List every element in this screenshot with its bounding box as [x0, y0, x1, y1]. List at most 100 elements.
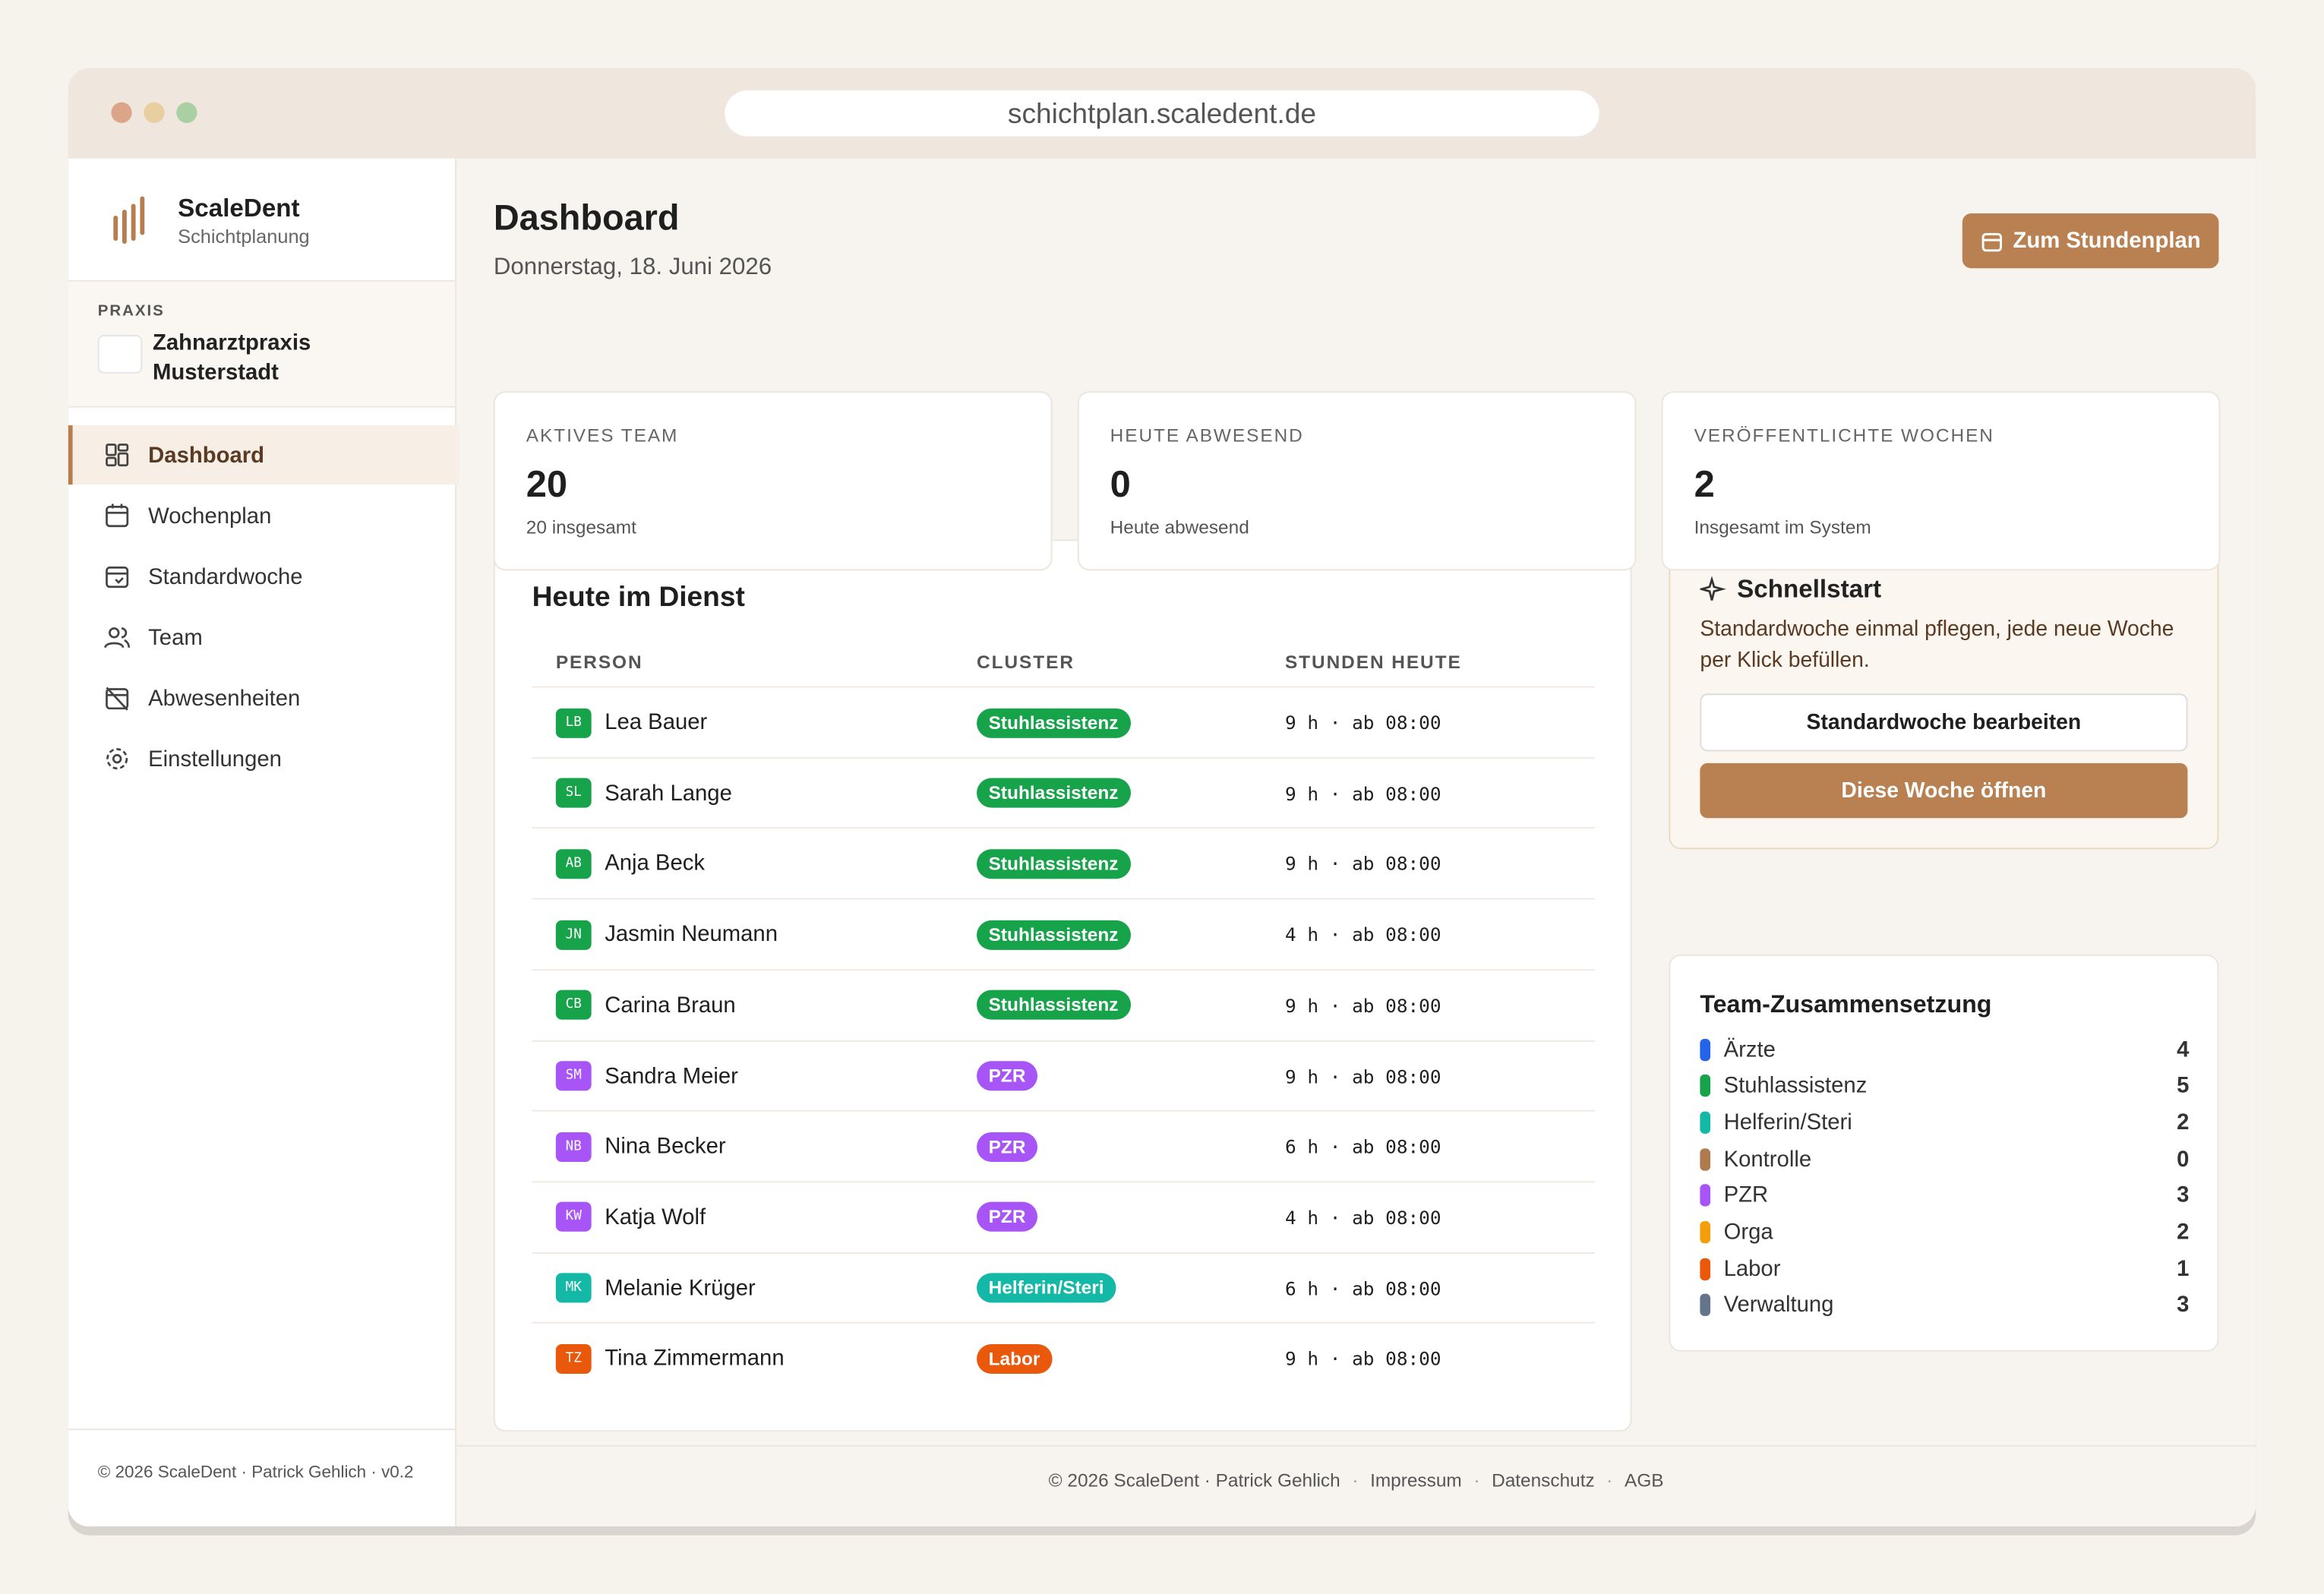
stat-card: HEUTE ABWESEND 0 Heute abwesend	[1077, 391, 1637, 571]
nav-item[interactable]: Team	[68, 608, 455, 667]
dot	[144, 102, 165, 123]
footer-link[interactable]: Impressum	[1370, 1469, 1462, 1491]
title-bar: schichtplan.scaledent.de	[68, 68, 2256, 159]
hours: 9 h · ab 08:00	[1284, 1065, 1441, 1087]
praxis-name[interactable]: Zahnarztpraxis Musterstadt	[153, 330, 311, 386]
composition-row: Ärzte 4	[1700, 1031, 2189, 1067]
initials: AB	[555, 848, 592, 879]
nav-item[interactable]: Dashboard	[68, 425, 459, 485]
composition-name: Labor	[1723, 1256, 1781, 1282]
footer-link: © 2026 ScaleDent · Patrick Gehlich	[1048, 1469, 1340, 1491]
primary-button[interactable]: Zum Stundenplan	[1962, 213, 2219, 269]
url-bar[interactable]: schichtplan.scaledent.de	[725, 90, 1599, 137]
stat-sub: Insgesamt im System	[1694, 517, 1871, 538]
nav-item[interactable]: Wochenplan	[68, 486, 455, 545]
table-row: SM Sandra Meier PZR 9 h · ab 08:00	[532, 1039, 1595, 1111]
composition-row: Orga 2	[1700, 1214, 2189, 1250]
main: Dashboard Donnerstag, 18. Juni 2026 Zum …	[456, 159, 2256, 1526]
hours: 9 h · ab 08:00	[1284, 852, 1441, 876]
composition-count: 5	[2177, 1073, 2190, 1099]
stat-label: VERÖFFENTLICHTE WOCHEN	[1694, 425, 1994, 447]
composition-name: Orga	[1723, 1220, 1773, 1245]
nav-icon	[106, 748, 128, 770]
composition-count: 1	[2177, 1256, 2190, 1282]
table-row: TZ Tina Zimmermann Labor 9 h · ab 08:00	[532, 1322, 1595, 1394]
table-title: Heute im Dienst	[532, 582, 745, 614]
hours: 6 h · ab 08:00	[1284, 1135, 1441, 1158]
button-label: Zum Stundenplan	[2013, 228, 2201, 254]
praxis-logo	[97, 335, 143, 374]
stat-sub: 20 insgesamt	[526, 517, 636, 538]
composition-count: 4	[2177, 1037, 2190, 1062]
composition-name: PZR	[1723, 1182, 1769, 1209]
person-name: Lea Bauer	[605, 709, 708, 735]
cluster-badge: Stuhlassistenz	[977, 778, 1131, 808]
stat-card: AKTIVES TEAM 20 20 insgesamt	[493, 391, 1053, 571]
composition-row: Kontrolle 0	[1700, 1141, 2189, 1177]
cluster-badge: PZR	[977, 1202, 1038, 1233]
brand: ScaleDent	[178, 194, 300, 223]
nav-item[interactable]: Standardwoche	[68, 547, 455, 606]
composition-row: Stuhlassistenz 5	[1700, 1068, 2189, 1103]
nav-icon	[104, 627, 131, 649]
logo	[113, 196, 145, 245]
composition-name: Ärzte	[1723, 1037, 1776, 1062]
composition-row: Verwaltung 3	[1700, 1288, 2189, 1324]
stat-value: 2	[1694, 463, 1715, 506]
initials: MK	[555, 1273, 592, 1303]
cluster-badge: Helferin/Steri	[977, 1273, 1116, 1303]
initials: CB	[555, 990, 592, 1021]
stat-sub: Heute abwesend	[1110, 517, 1249, 538]
hours: 9 h · ab 08:00	[1284, 781, 1441, 805]
calendar-icon	[1981, 232, 2003, 251]
separator: ·	[1473, 1469, 1480, 1491]
table-row: CB Carina Braun Stuhlassistenz 9 h · ab 08:…	[532, 968, 1595, 1040]
secondary-button[interactable]: Standardwoche bearbeiten	[1700, 693, 2188, 752]
table-row: MK Melanie Krüger Helferin/Steri 6 h · ab 0…	[532, 1252, 1595, 1323]
footer-link[interactable]: Datenschutz	[1492, 1469, 1595, 1491]
footer-link[interactable]: AGB	[1625, 1469, 1664, 1491]
initials: LB	[555, 707, 592, 737]
composition-row: Helferin/Steri 2	[1700, 1105, 2189, 1141]
hours: 4 h · ab 08:00	[1284, 923, 1441, 946]
table-card: Heute im Dienst PERSON CLUSTER STUNDEN HEU…	[493, 539, 1632, 1432]
table-row: KW Katja Wolf PZR 4 h · ab 08:00	[532, 1181, 1595, 1252]
dot	[111, 102, 132, 123]
sidebar-footer: © 2026 ScaleDent · Patrick Gehlich · v0.…	[68, 1428, 456, 1526]
stat-card: VERÖFFENTLICHTE WOCHEN 2 Insgesamt im Syst…	[1661, 391, 2221, 571]
nav-icon	[106, 443, 129, 467]
composition-count: 2	[2177, 1220, 2190, 1245]
nav-icon	[106, 503, 129, 528]
nav-label: Einstellungen	[148, 746, 282, 772]
table-row: JN Jasmin Neumann Stuhlassistenz 4 h · ab 0…	[532, 898, 1595, 970]
nav-label: Team	[148, 624, 203, 650]
initials: KW	[555, 1202, 592, 1233]
table-row: AB Anja Beck Stuhlassistenz 9 h · ab 08:00	[532, 827, 1595, 899]
person-name: Nina Becker	[605, 1134, 726, 1160]
composition-name: Helferin/Steri	[1723, 1109, 1852, 1135]
composition-name: Verwaltung	[1723, 1293, 1834, 1318]
footer-divider	[456, 1444, 2256, 1447]
cluster-badge: PZR	[977, 1132, 1038, 1162]
cluster-badge: Stuhlassistenz	[977, 990, 1131, 1021]
sidebar-footer-text: © 2026 ScaleDent · Patrick Gehlich · v0.…	[97, 1464, 414, 1482]
swatch	[1700, 1038, 1711, 1061]
page-date: Donnerstag, 18. Juni 2026	[493, 254, 772, 280]
person-name: Anja Beck	[605, 851, 706, 877]
hours: 9 h · ab 08:00	[1284, 994, 1441, 1017]
browser-window: schichtplan.scaledent.de ScaleDent Schic…	[68, 68, 2256, 1527]
quickstart-card: Schnellstart Standardwoche einmal pflege…	[1669, 539, 2219, 850]
hours: 9 h · ab 08:00	[1284, 711, 1441, 734]
initials: TZ	[555, 1343, 592, 1374]
primary-button[interactable]: Diese Woche öffnen	[1700, 763, 2188, 819]
column-header: STUNDEN HEUTE	[1284, 652, 1462, 673]
cluster-badge: Stuhlassistenz	[977, 707, 1131, 737]
nav-item[interactable]: Einstellungen	[68, 729, 455, 788]
column-header: CLUSTER	[977, 652, 1075, 673]
nav-item[interactable]: Abwesenheiten	[68, 668, 455, 728]
person-name: Melanie Krüger	[605, 1275, 756, 1301]
composition-count: 0	[2177, 1146, 2190, 1172]
person-name: Katja Wolf	[605, 1204, 706, 1230]
composition-name: Stuhlassistenz	[1723, 1073, 1868, 1099]
